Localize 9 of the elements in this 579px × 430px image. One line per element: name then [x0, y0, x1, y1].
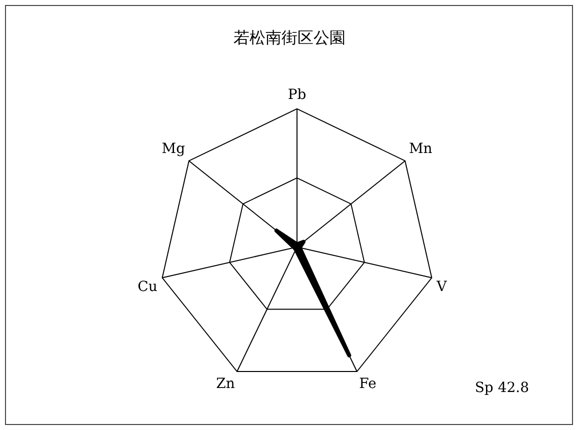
- spoke-label: Mg: [162, 140, 186, 157]
- text: Sp 42.8: [474, 380, 529, 396]
- spoke-label: Fe: [359, 376, 376, 392]
- spoke-label: Pb: [288, 87, 306, 104]
- spoke-label: Mn: [408, 140, 432, 157]
- spoke-label: V: [436, 278, 448, 295]
- spoke-label: Zn: [216, 376, 235, 392]
- spoke-label: Cu: [138, 278, 158, 295]
- chart-title: 若松南街区公園: [232, 28, 346, 49]
